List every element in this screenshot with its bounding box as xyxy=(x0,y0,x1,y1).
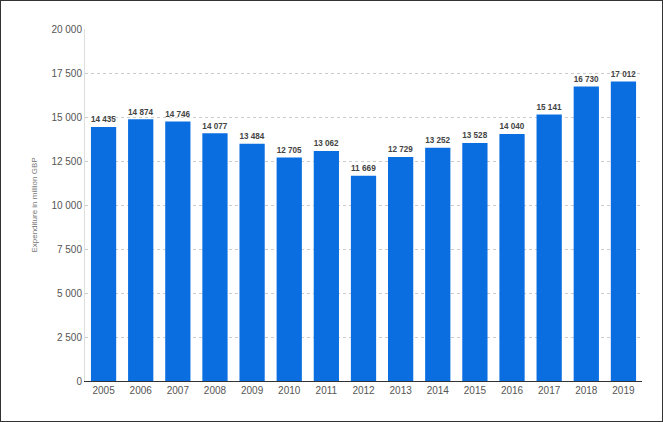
svg-text:10 000: 10 000 xyxy=(51,200,82,211)
svg-text:2007: 2007 xyxy=(167,385,190,396)
svg-text:15 141: 15 141 xyxy=(537,103,562,112)
svg-text:2005: 2005 xyxy=(92,385,115,396)
svg-text:15 000: 15 000 xyxy=(51,112,82,123)
svg-text:0: 0 xyxy=(76,376,82,387)
svg-text:11 669: 11 669 xyxy=(351,164,376,173)
svg-text:14 435: 14 435 xyxy=(91,115,116,124)
svg-text:2019: 2019 xyxy=(612,385,635,396)
svg-text:7 500: 7 500 xyxy=(57,244,82,255)
svg-text:2 500: 2 500 xyxy=(57,332,82,343)
svg-text:2012: 2012 xyxy=(352,385,375,396)
svg-text:13 062: 13 062 xyxy=(314,139,339,148)
svg-text:2013: 2013 xyxy=(390,385,413,396)
svg-text:17 500: 17 500 xyxy=(51,68,82,79)
svg-text:13 484: 13 484 xyxy=(239,132,264,141)
svg-text:14 746: 14 746 xyxy=(165,110,190,119)
svg-text:2008: 2008 xyxy=(204,385,227,396)
svg-text:17 012: 17 012 xyxy=(611,70,636,79)
svg-text:13 528: 13 528 xyxy=(462,131,487,140)
svg-text:2006: 2006 xyxy=(130,385,153,396)
svg-text:14 077: 14 077 xyxy=(202,122,227,131)
svg-text:2009: 2009 xyxy=(241,385,264,396)
svg-text:14 040: 14 040 xyxy=(499,122,524,131)
svg-text:12 705: 12 705 xyxy=(277,146,302,155)
svg-text:14 874: 14 874 xyxy=(128,108,153,117)
svg-text:2011: 2011 xyxy=(316,385,338,396)
svg-text:2014: 2014 xyxy=(427,385,450,396)
svg-text:5 000: 5 000 xyxy=(57,288,82,299)
svg-text:16 730: 16 730 xyxy=(574,75,599,84)
svg-text:12 729: 12 729 xyxy=(388,145,413,154)
svg-text:2010: 2010 xyxy=(278,385,301,396)
svg-text:13 252: 13 252 xyxy=(425,136,450,145)
svg-text:2017: 2017 xyxy=(538,385,561,396)
svg-text:20 000: 20 000 xyxy=(51,24,82,35)
svg-text:2018: 2018 xyxy=(575,385,598,396)
svg-text:Expenditure in million GBP: Expenditure in million GBP xyxy=(30,157,39,252)
svg-text:2016: 2016 xyxy=(501,385,524,396)
svg-text:2015: 2015 xyxy=(464,385,487,396)
svg-text:12 500: 12 500 xyxy=(51,156,82,167)
